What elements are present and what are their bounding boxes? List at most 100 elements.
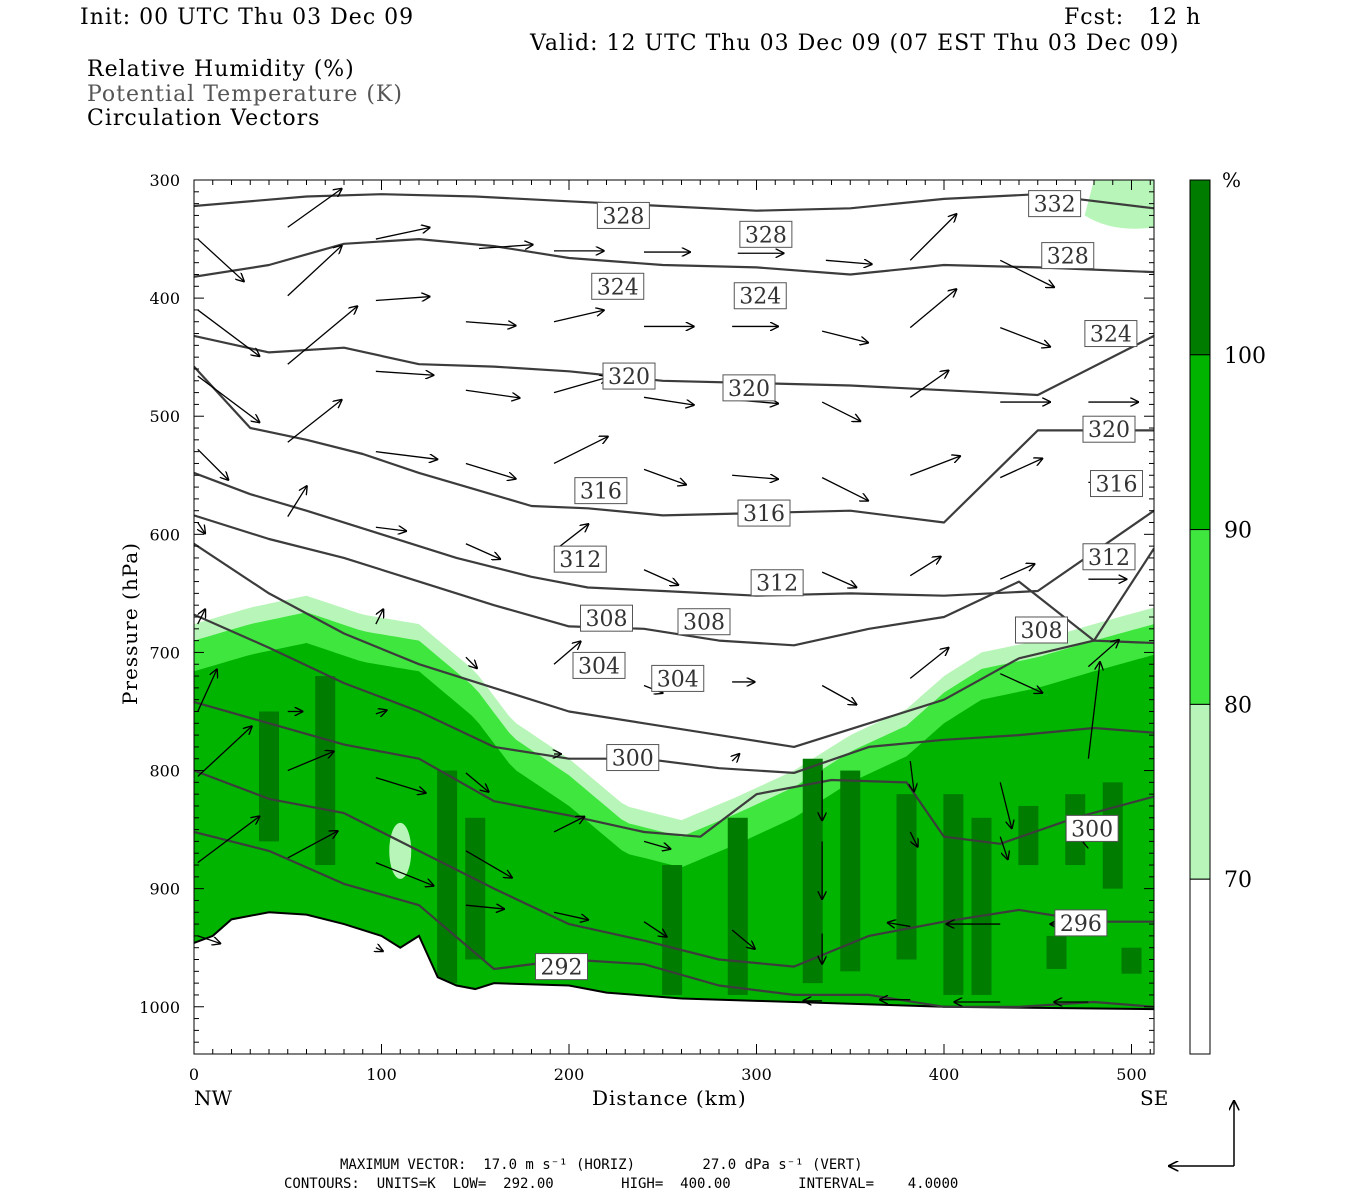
field-theta-label: Potential Temperature (K) (87, 82, 403, 107)
contour-label-300: 300 (1071, 817, 1113, 842)
x-tick-label: 200 (554, 1065, 585, 1084)
wind-vector (287, 306, 358, 365)
wind-vector (909, 214, 957, 261)
terrain-surface-line (194, 911, 1154, 1011)
contour-label-box (733, 282, 787, 310)
wind-vector (553, 641, 581, 665)
colorbar-swatch (1189, 878, 1211, 1055)
humidity-shading (194, 180, 1154, 1012)
wind-vector (375, 451, 438, 460)
contour-label-box (606, 744, 660, 772)
contour-label-316: 316 (1096, 473, 1138, 498)
wind-vector (887, 923, 911, 927)
contour-label-304: 304 (578, 654, 620, 679)
contour-label-328: 328 (745, 223, 787, 248)
wind-vector (643, 921, 667, 938)
wind-vector (375, 371, 435, 375)
theta-contour-292 (194, 830, 1154, 1008)
wind-vector (287, 485, 308, 517)
contour-label-box (750, 569, 804, 597)
contour-label-box (651, 664, 705, 692)
contour-label-box (1041, 242, 1095, 270)
wind-vector (287, 245, 343, 297)
contour-label-312: 312 (756, 572, 798, 597)
wind-vector (643, 840, 671, 849)
wind-vector (197, 238, 245, 282)
rh-saturated-cell (943, 794, 964, 995)
wind-vector (553, 436, 609, 465)
colorbar-label: 90 (1224, 519, 1252, 544)
wind-vector (375, 527, 407, 531)
contour-label-box (677, 608, 731, 636)
theta-contour-308 (194, 542, 1154, 748)
wind-vector (999, 836, 1008, 860)
y-tick-label: 1000 (139, 998, 180, 1017)
wind-vector (465, 322, 517, 326)
wind-vector (999, 673, 1043, 694)
wind-vector (375, 862, 435, 886)
contour-label-box (1054, 909, 1108, 937)
colorbar-swatch (1189, 703, 1211, 880)
wind-vector (553, 911, 589, 920)
wind-vector (821, 571, 857, 588)
wind-vector (821, 684, 857, 706)
forecast-hour: Fcst: 12 h (1064, 5, 1202, 30)
colorbar-label: 80 (1224, 693, 1252, 718)
field-vectors-label: Circulation Vectors (87, 106, 321, 131)
wind-vector (375, 777, 427, 794)
colorbar-swatch (1189, 179, 1211, 356)
y-tick-label: 700 (149, 643, 180, 662)
contour-label-320: 320 (608, 365, 650, 390)
theta-contour-320 (194, 365, 1154, 524)
y-tick-label: 800 (149, 762, 180, 781)
wind-vector (197, 375, 260, 423)
contour-label-box (1090, 470, 1143, 498)
wind-vector (465, 850, 513, 878)
colorbar-label: 70 (1224, 868, 1252, 893)
theta-contour-304 (194, 613, 1154, 774)
contour-info-note: CONTOURS: UNITS=K LOW= 292.00 HIGH= 400.… (284, 1176, 959, 1192)
wind-vector (465, 389, 521, 398)
colorbar-unit: % (1222, 168, 1242, 192)
colorbar-swatch (1189, 354, 1211, 531)
max-vector-note: MAXIMUM VECTOR: 17.0 m s⁻¹ (HORIZ) 27.0 … (340, 1157, 863, 1173)
rh-saturated-cell (971, 817, 992, 995)
terrain (194, 911, 1154, 1054)
wind-vector (197, 935, 221, 944)
wind-vector (909, 647, 949, 679)
contour-label-304: 304 (657, 667, 699, 692)
contour-label-324: 324 (1090, 323, 1132, 348)
colorbar-swatch (1189, 529, 1211, 705)
valid-time: Valid: 12 UTC Thu 03 Dec 09 (07 EST Thu … (530, 31, 1180, 56)
contour-label-328: 328 (1047, 245, 1089, 270)
rh-saturated-cell (315, 676, 336, 866)
contour-label-box (596, 201, 650, 229)
wind-vector (197, 309, 260, 357)
wind-vector (197, 816, 260, 864)
reference-vector (1168, 1100, 1234, 1166)
contour-label-312: 312 (559, 548, 601, 573)
rh-saturated-cell (896, 794, 917, 960)
theta-contours (194, 193, 1154, 1008)
wind-vector (553, 816, 585, 833)
rh-saturated-cell (662, 865, 683, 995)
field-rh-label: Relative Humidity (%) (87, 57, 355, 82)
rh-saturated-cell (1018, 805, 1039, 866)
wind-vector (999, 259, 1055, 287)
x-tick-label: 500 (1116, 1065, 1147, 1084)
contour-label-312: 312 (1088, 546, 1130, 571)
contour-label-box (722, 374, 776, 402)
init-time: Init: 00 UTC Thu 03 Dec 09 (80, 5, 415, 30)
theta-contour-296 (194, 769, 1154, 968)
wind-vector (643, 569, 679, 586)
colorbar-label: 100 (1224, 344, 1266, 369)
y-tick-label: 400 (149, 289, 180, 308)
wind-vector (287, 831, 339, 859)
wind-vector (643, 396, 695, 405)
contour-label-308: 308 (586, 607, 628, 632)
wind-vector (909, 831, 918, 848)
contour-label-box (591, 272, 645, 300)
contour-label-box (572, 651, 626, 679)
contour-label-316: 316 (580, 480, 622, 505)
contour-label-box (553, 545, 607, 573)
